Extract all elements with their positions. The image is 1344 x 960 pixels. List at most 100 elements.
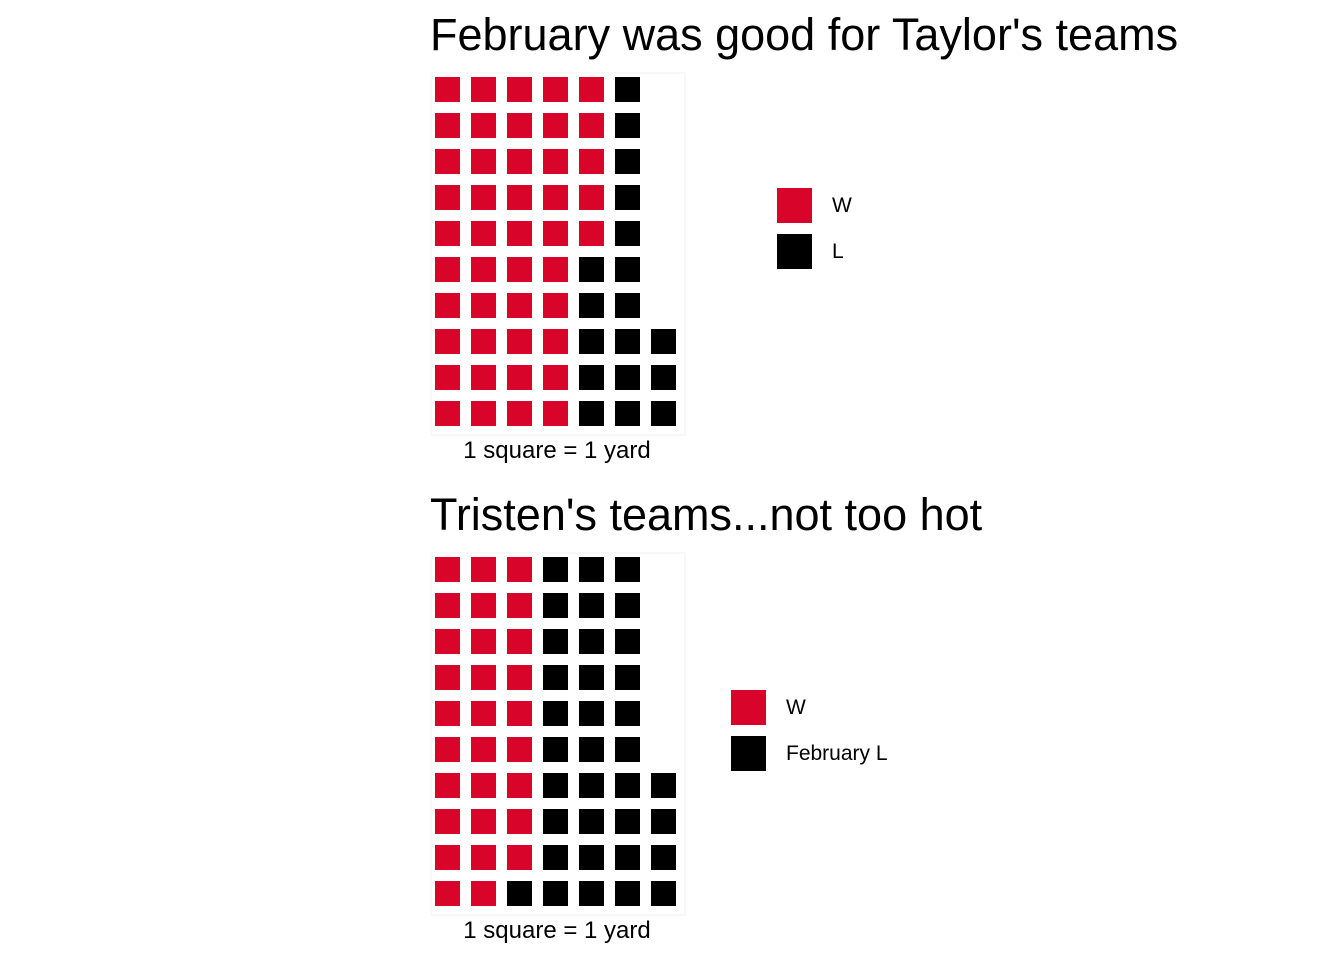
waffle-square-l — [543, 845, 568, 870]
waffle-square-l — [543, 629, 568, 654]
waffle-square-w — [435, 809, 460, 834]
waffle-square-w — [471, 881, 496, 906]
waffle-square-l — [543, 665, 568, 690]
waffle-square-l — [543, 773, 568, 798]
waffle-square-w — [471, 329, 496, 354]
waffle-square-l — [615, 365, 640, 390]
waffle-square-w — [543, 77, 568, 102]
waffle-square-w — [471, 773, 496, 798]
waffle-square-w — [507, 737, 532, 762]
waffle-square-w — [435, 293, 460, 318]
waffle-square-w — [435, 185, 460, 210]
legend-label-l: L — [832, 240, 844, 263]
waffle-square-w — [507, 185, 532, 210]
waffle-square-w — [507, 257, 532, 282]
waffle-square-l — [615, 257, 640, 282]
waffle-square-l — [615, 845, 640, 870]
chart-title: February was good for Taylor's teams — [430, 9, 1179, 60]
waffle-square-w — [507, 773, 532, 798]
waffle-square-w — [435, 401, 460, 426]
legend-swatch-l — [731, 736, 766, 771]
waffle-square-l — [579, 809, 604, 834]
waffle-square-l — [615, 809, 640, 834]
waffle-square-w — [435, 365, 460, 390]
legend-swatch-l — [777, 234, 812, 269]
waffle-square-l — [579, 293, 604, 318]
waffle-square-w — [471, 401, 496, 426]
legend-label-w: W — [786, 696, 806, 719]
waffle-square-w — [471, 701, 496, 726]
waffle-square-w — [471, 845, 496, 870]
waffle-square-w — [543, 401, 568, 426]
waffle-square-l — [651, 773, 676, 798]
chart-title: Tristen's teams...not too hot — [430, 489, 983, 540]
waffle-square-l — [543, 881, 568, 906]
waffle-square-w — [507, 293, 532, 318]
waffle-square-w — [507, 329, 532, 354]
waffle-square-w — [435, 149, 460, 174]
waffle-square-l — [579, 881, 604, 906]
waffle-square-w — [507, 665, 532, 690]
waffle-square-w — [435, 773, 460, 798]
waffle-square-l — [651, 881, 676, 906]
waffle-square-l — [579, 737, 604, 762]
waffle-square-w — [507, 845, 532, 870]
waffle-square-w — [579, 185, 604, 210]
waffle-square-l — [615, 329, 640, 354]
waffle-square-w — [471, 113, 496, 138]
waffle-square-l — [507, 881, 532, 906]
waffle-square-w — [435, 257, 460, 282]
waffle-square-w — [435, 221, 460, 246]
waffle-square-w — [543, 149, 568, 174]
waffle-square-w — [435, 629, 460, 654]
waffle-square-w — [507, 593, 532, 618]
waffle-square-w — [435, 329, 460, 354]
waffle-chart-taylor — [430, 72, 686, 436]
waffle-square-w — [543, 365, 568, 390]
legend-label-l: February L — [786, 742, 888, 765]
waffle-square-w — [471, 185, 496, 210]
legend-swatch-w — [731, 690, 766, 725]
waffle-square-w — [579, 149, 604, 174]
waffle-square-w — [471, 221, 496, 246]
waffle-square-l — [543, 701, 568, 726]
waffle-square-l — [615, 185, 640, 210]
waffle-square-w — [543, 221, 568, 246]
waffle-square-l — [579, 845, 604, 870]
chart-caption: 1 square = 1 yard — [463, 437, 651, 464]
waffle-square-w — [543, 293, 568, 318]
waffle-square-l — [651, 365, 676, 390]
waffle-square-w — [543, 113, 568, 138]
waffle-square-w — [435, 593, 460, 618]
waffle-square-w — [543, 329, 568, 354]
waffle-square-l — [615, 401, 640, 426]
waffle-square-w — [471, 257, 496, 282]
waffle-square-l — [615, 113, 640, 138]
waffle-chart-tristen — [430, 552, 686, 916]
waffle-square-l — [615, 77, 640, 102]
waffle-square-w — [579, 77, 604, 102]
waffle-square-w — [507, 365, 532, 390]
waffle-square-w — [471, 77, 496, 102]
waffle-square-l — [579, 773, 604, 798]
waffle-square-w — [507, 221, 532, 246]
waffle-square-w — [435, 77, 460, 102]
waffle-square-w — [471, 629, 496, 654]
waffle-square-w — [507, 401, 532, 426]
waffle-square-l — [615, 665, 640, 690]
waffle-square-w — [579, 113, 604, 138]
waffle-square-l — [615, 557, 640, 582]
waffle-square-l — [543, 809, 568, 834]
waffle-square-w — [471, 557, 496, 582]
waffle-square-w — [507, 629, 532, 654]
waffle-square-l — [579, 329, 604, 354]
legend-swatch-w — [777, 188, 812, 223]
waffle-square-l — [579, 257, 604, 282]
waffle-square-w — [507, 77, 532, 102]
waffle-square-w — [507, 557, 532, 582]
waffle-square-w — [471, 665, 496, 690]
waffle-square-w — [471, 737, 496, 762]
waffle-square-l — [543, 557, 568, 582]
waffle-square-l — [543, 737, 568, 762]
waffle-square-l — [579, 665, 604, 690]
